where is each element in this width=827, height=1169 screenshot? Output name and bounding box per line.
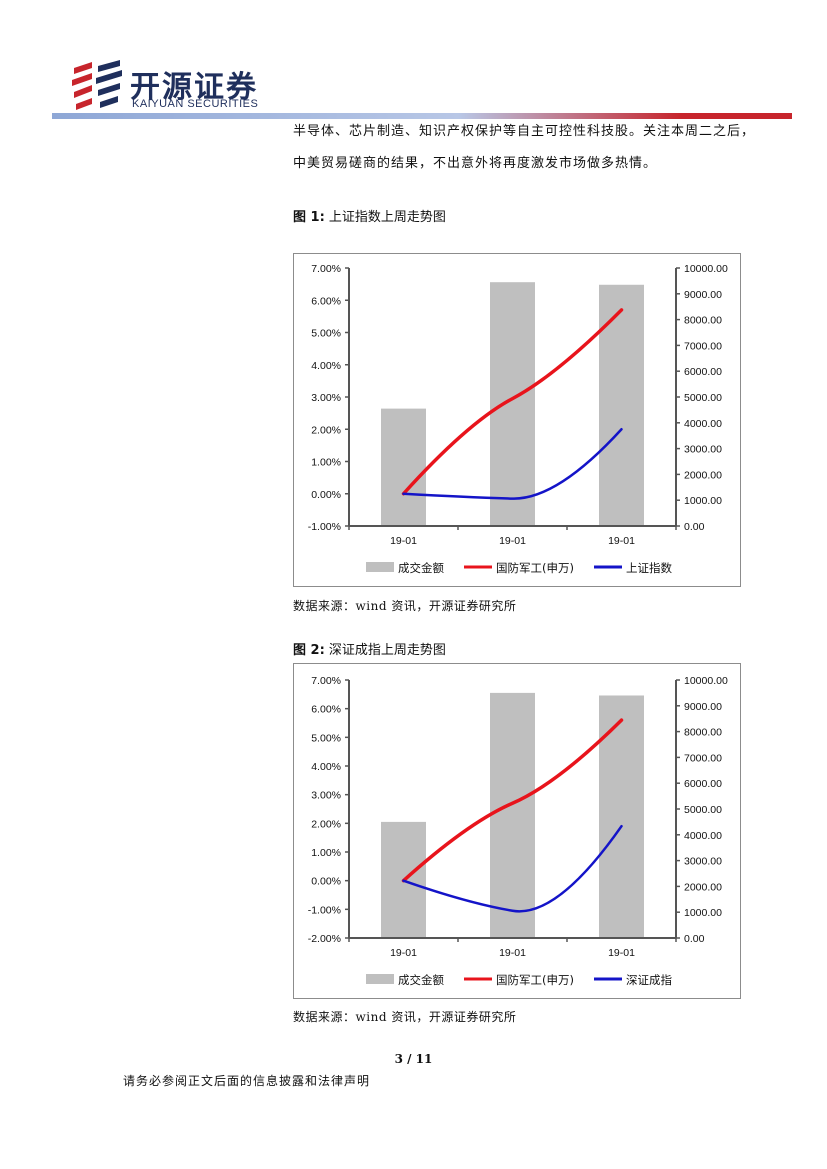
bar [490, 282, 535, 526]
legend-label: 成交金额 [398, 561, 444, 575]
figure-label: 图 2: [293, 643, 325, 658]
kaiyuan-logo: 开源证券 KAIYUAN SECURITIES [70, 60, 270, 112]
chart-1: 7.00% 6.00% 5.00% 4.00% 3.00% 2.00% 1.00% 0.00%… [293, 253, 741, 587]
y-left-tick-label: 5.00% [311, 328, 341, 340]
legend-label: 上证指数 [626, 561, 672, 575]
y-right-tick-label: 2000.00 [684, 469, 722, 481]
y-left-tick-label: -1.00% [308, 904, 341, 916]
figure-1-source: 数据来源：wind 资讯，开源证券研究所 [293, 599, 517, 613]
y-right-tick-label: 5000.00 [684, 804, 722, 816]
y-left-tick-label: 1.00% [311, 457, 341, 469]
series-line [402, 428, 623, 500]
y-right-tick-label: 6000.00 [684, 366, 722, 378]
y-right-tick-label: 8000.00 [684, 727, 722, 739]
y-left-tick-label: 2.00% [311, 818, 341, 830]
legend-swatch [366, 974, 394, 984]
logo-english-name: KAIYUAN SECURITIES [132, 98, 259, 110]
y-left-tick-label: 1.00% [311, 847, 341, 859]
y-left-tick-label: 5.00% [311, 732, 341, 744]
bar [599, 695, 644, 938]
figure-title: 上证指数上周走势图 [328, 210, 446, 225]
y-left-tick-label: -2.00% [308, 933, 341, 945]
y-left-tick-label: 0.00% [311, 876, 341, 888]
y-left-tick-label: 2.00% [311, 424, 341, 436]
chart-2: 7.00% 6.00% 5.00% 4.00% 3.00% 2.00% 1.00% 0.00%… [293, 663, 741, 999]
y-right-tick-label: 0.00 [684, 933, 705, 945]
y-right-tick-label: 9000.00 [684, 289, 722, 301]
x-tick-label: 19-01 [499, 535, 526, 547]
y-right-tick-label: 3000.00 [684, 444, 722, 456]
y-right-tick-label: 1000.00 [684, 495, 722, 507]
footer-disclaimer: 请务必参阅正文后面的信息披露和法律声明 [123, 1074, 371, 1088]
legend-label: 成交金额 [398, 973, 444, 987]
x-tick-label: 19-01 [390, 535, 417, 547]
kaiyuan-logo-mark-icon [72, 60, 122, 110]
chart-1-svg: 7.00% 6.00% 5.00% 4.00% 3.00% 2.00% 1.00% 0.00%… [308, 263, 728, 575]
y-right-tick-label: 10000.00 [684, 675, 728, 687]
legend-label: 深证成指 [626, 973, 672, 987]
figure-label: 图 1: [293, 210, 325, 225]
legend-label: 国防军工(申万) [496, 973, 574, 987]
x-tick-label: 19-01 [608, 947, 635, 959]
chart-2-svg: 7.00% 6.00% 5.00% 4.00% 3.00% 2.00% 1.00% 0.00%… [308, 675, 728, 987]
body-line: 半导体、芯片制造、知识产权保护等自主可控性科技股。关注本周二之后， [293, 124, 756, 139]
x-tick-label: 19-01 [390, 947, 417, 959]
y-right-tick-label: 2000.00 [684, 881, 722, 893]
figure-title: 深证成指上周走势图 [328, 643, 446, 658]
y-right-tick-label: 5000.00 [684, 392, 722, 404]
y-left-tick-label: 7.00% [311, 263, 341, 275]
y-right-tick-label: 6000.00 [684, 778, 722, 790]
y-left-tick-label: 4.00% [311, 360, 341, 372]
series-line [402, 824, 623, 913]
y-left-tick-label: 6.00% [311, 704, 341, 716]
x-tick-label: 19-01 [499, 947, 526, 959]
y-left-tick-label: 7.00% [311, 675, 341, 687]
body-paragraph: 半导体、芯片制造、知识产权保护等自主可控性科技股。关注本周二之后， 中美贸易磋商… [293, 122, 783, 174]
y-right-tick-label: 4000.00 [684, 830, 722, 842]
y-right-tick-label: 4000.00 [684, 418, 722, 430]
legend-label: 国防军工(申万) [496, 561, 574, 575]
series-line [401, 308, 624, 496]
bar [490, 692, 535, 938]
bar [599, 284, 644, 526]
y-left-tick-label: 4.00% [311, 761, 341, 773]
y-right-tick-label: 9000.00 [684, 701, 722, 713]
y-right-tick-label: 8000.00 [684, 315, 722, 327]
y-left-tick-label: 3.00% [311, 790, 341, 802]
bar [381, 408, 426, 526]
body-line: 中美贸易磋商的结果，不出意外将再度激发市场做多热情。 [293, 156, 658, 171]
y-right-tick-label: 7000.00 [684, 340, 722, 352]
figure-2-source: 数据来源：wind 资讯，开源证券研究所 [293, 1010, 517, 1024]
series-line [401, 718, 624, 883]
figure-1-caption: 图 1: 上证指数上周走势图 [293, 206, 446, 225]
legend-swatch [366, 562, 394, 572]
y-left-tick-label: 3.00% [311, 392, 341, 404]
y-right-tick-label: 10000.00 [684, 263, 728, 275]
y-right-tick-label: 1000.00 [684, 907, 722, 919]
x-tick-label: 19-01 [608, 535, 635, 547]
y-left-tick-label: -1.00% [308, 521, 341, 533]
page-number: 3 / 11 [394, 1052, 433, 1066]
y-right-tick-label: 7000.00 [684, 752, 722, 764]
y-right-tick-label: 0.00 [684, 521, 705, 533]
y-left-tick-label: 0.00% [311, 489, 341, 501]
header-rule [52, 113, 792, 119]
y-left-tick-label: 6.00% [311, 295, 341, 307]
logo-chinese-name: 开源证券 [130, 70, 258, 105]
figure-2-caption: 图 2: 深证成指上周走势图 [293, 639, 446, 658]
y-right-tick-label: 3000.00 [684, 856, 722, 868]
